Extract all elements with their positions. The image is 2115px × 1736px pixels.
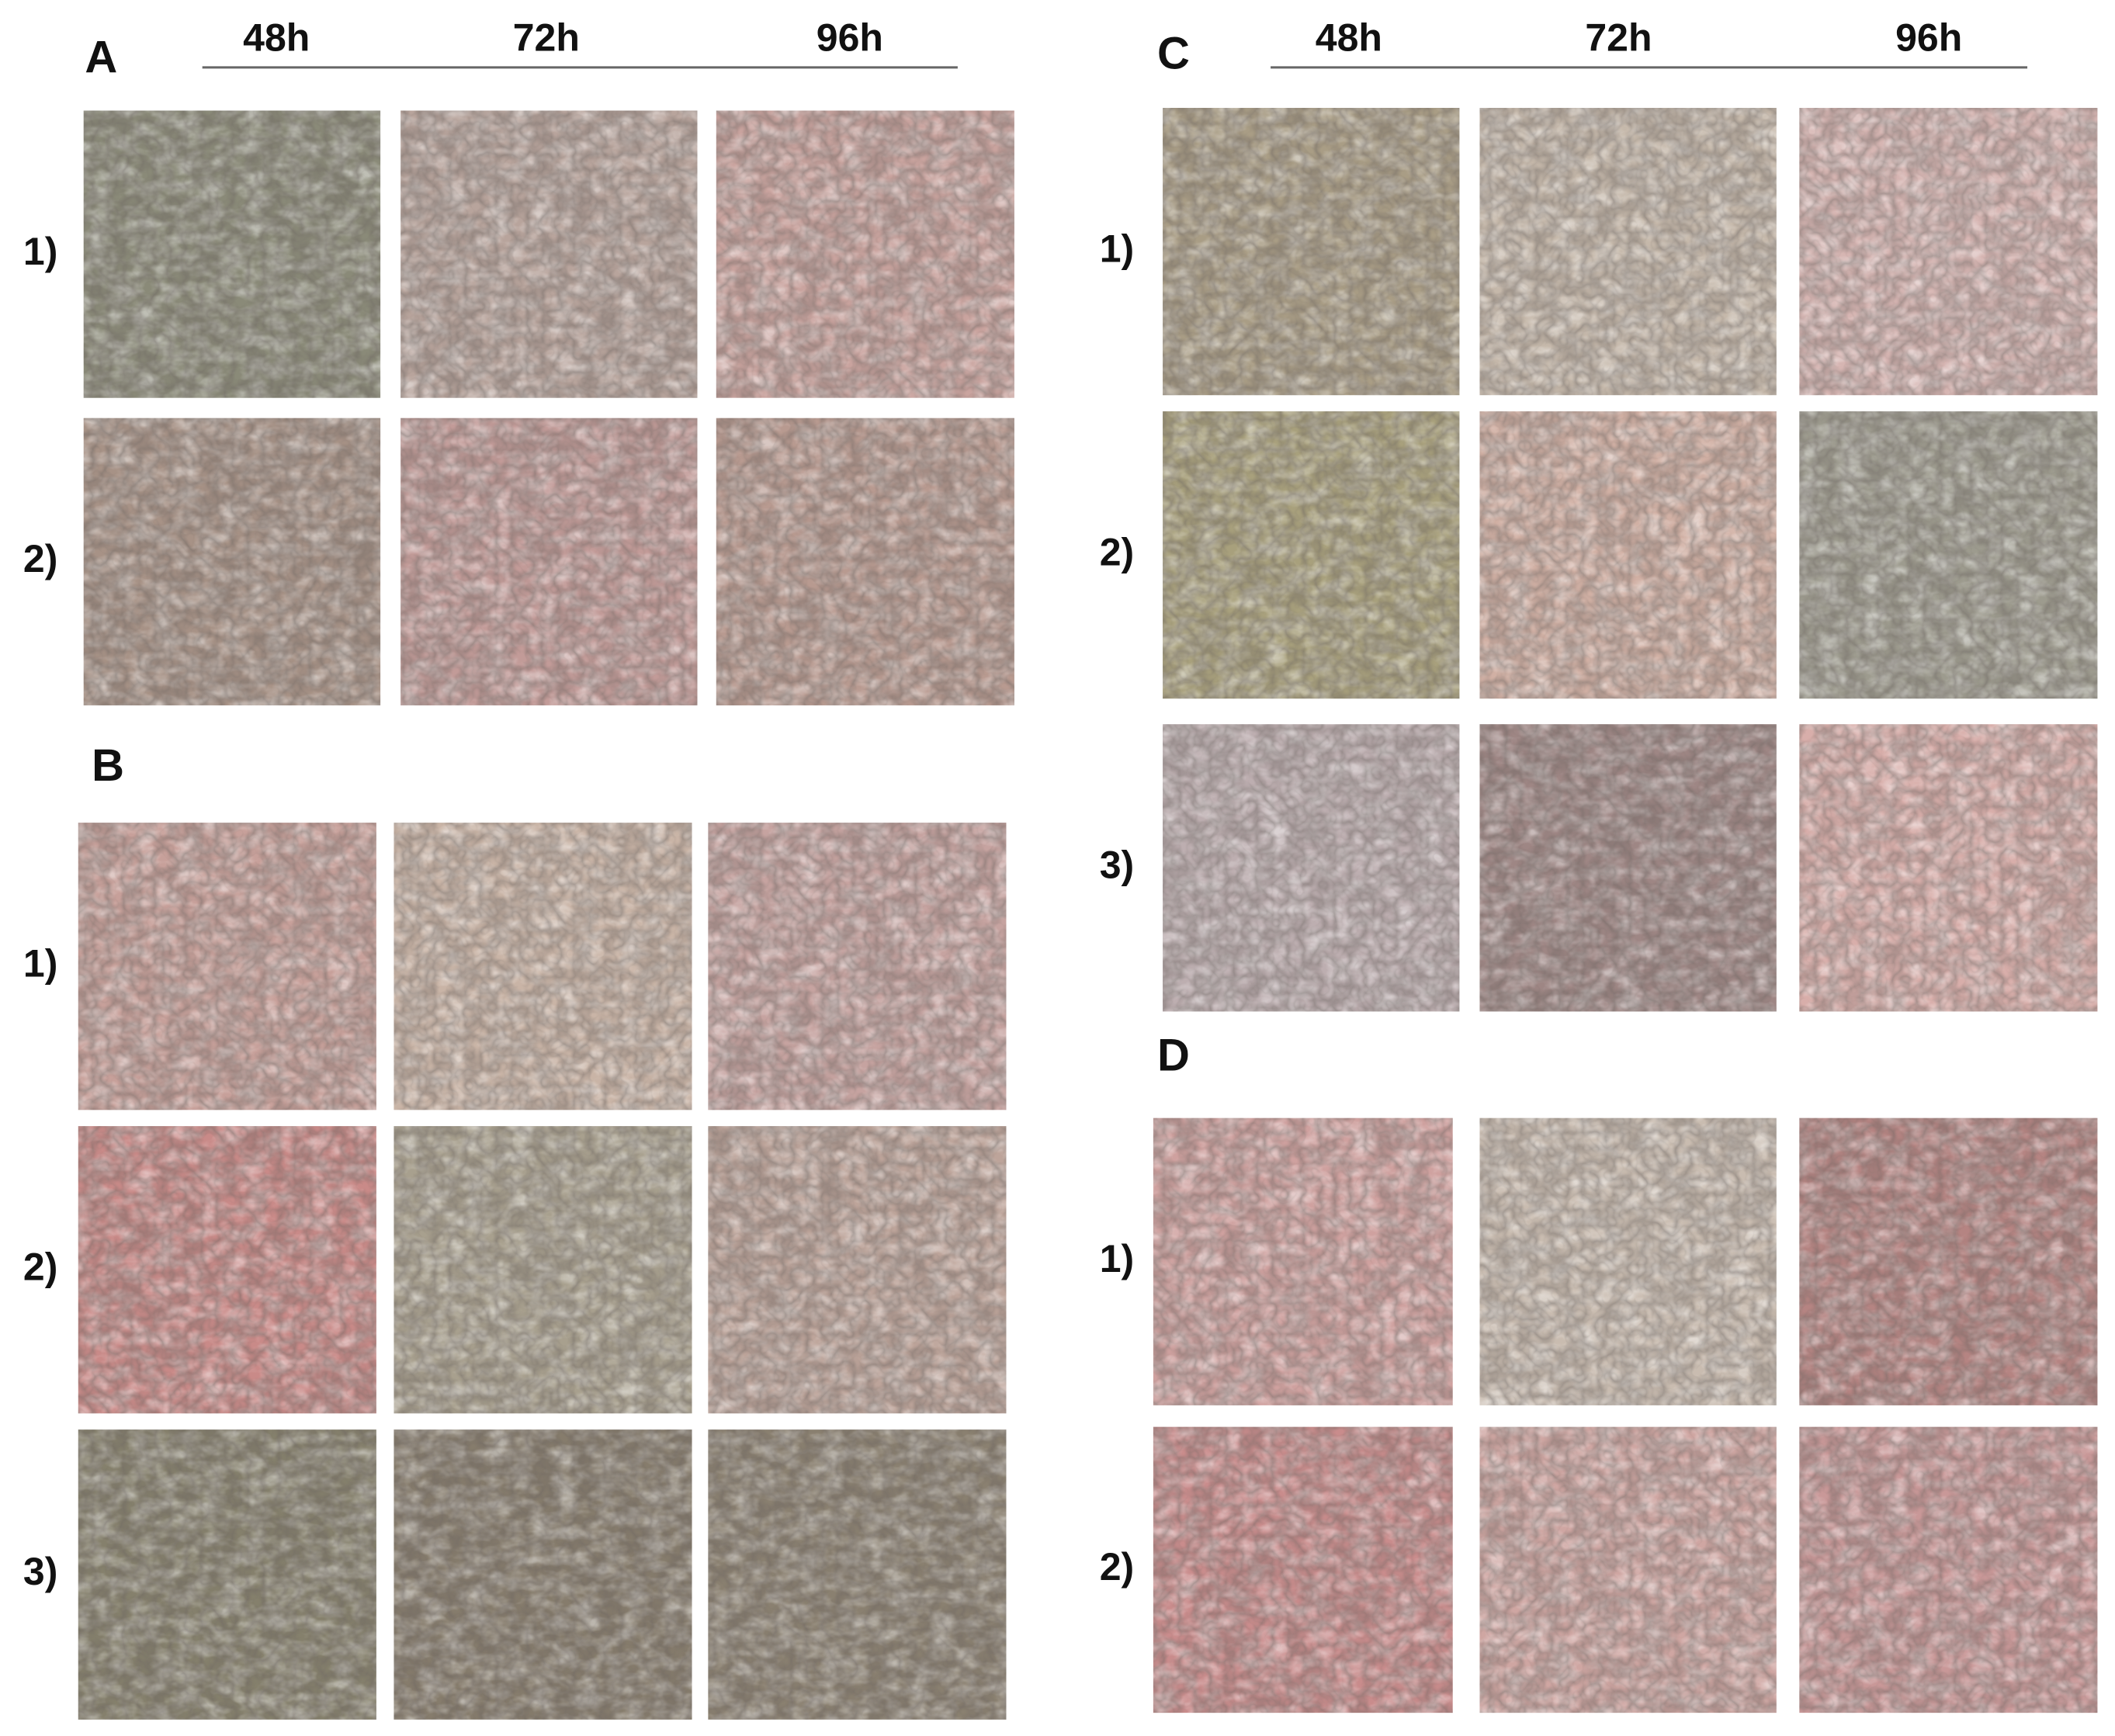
micrograph-texture bbox=[708, 823, 1007, 1111]
micrograph-texture bbox=[394, 1126, 692, 1414]
micrograph-texture bbox=[400, 110, 698, 398]
micrograph-texture bbox=[394, 823, 692, 1111]
micrograph-texture bbox=[1479, 1426, 1777, 1713]
time-header: 48h bbox=[1316, 16, 1382, 59]
panel-label: C bbox=[1157, 28, 1190, 78]
row-label: 1) bbox=[1100, 1237, 1134, 1280]
micrograph-texture bbox=[1163, 724, 1460, 1012]
micrograph-texture bbox=[394, 1429, 692, 1720]
row-label: 1) bbox=[1100, 227, 1134, 270]
row-label: 1) bbox=[23, 230, 57, 273]
time-header: 72h bbox=[513, 16, 580, 59]
time-header: 48h bbox=[243, 16, 310, 59]
micrograph-texture bbox=[1163, 108, 1460, 396]
time-header: 72h bbox=[1585, 16, 1652, 59]
row-label: 3) bbox=[1100, 844, 1134, 887]
micrograph-texture bbox=[400, 418, 698, 705]
time-header: 96h bbox=[817, 16, 883, 59]
micrograph-texture bbox=[1153, 1426, 1453, 1713]
micrograph-texture bbox=[78, 1429, 376, 1720]
micrograph-texture bbox=[716, 418, 1014, 705]
row-label: 3) bbox=[23, 1550, 57, 1593]
micrograph-texture bbox=[83, 110, 381, 398]
row-label: 2) bbox=[23, 537, 57, 580]
micrograph-texture bbox=[1479, 108, 1777, 396]
micrograph-texture bbox=[716, 110, 1014, 398]
micrograph-texture bbox=[78, 823, 376, 1111]
panel-label: A bbox=[85, 33, 117, 83]
micrograph-texture bbox=[78, 1126, 376, 1414]
micrograph-texture bbox=[1799, 1117, 2098, 1405]
micrograph-texture bbox=[708, 1429, 1007, 1720]
micrograph-texture bbox=[1479, 411, 1777, 699]
row-label: 2) bbox=[1100, 530, 1134, 573]
micrograph-texture bbox=[1479, 724, 1777, 1012]
micrograph-texture bbox=[1479, 1117, 1777, 1405]
micrograph-texture bbox=[1153, 1117, 1453, 1405]
micrograph-texture bbox=[1799, 411, 2098, 699]
row-label: 1) bbox=[23, 941, 57, 985]
micrograph-texture bbox=[83, 418, 381, 705]
time-header: 96h bbox=[1895, 16, 1962, 59]
row-label: 2) bbox=[23, 1245, 57, 1288]
micrograph-texture bbox=[1163, 411, 1460, 699]
micrograph-texture bbox=[1799, 724, 2098, 1012]
panel-label: D bbox=[1157, 1031, 1190, 1081]
micrograph-texture bbox=[1799, 108, 2098, 396]
micrograph-texture bbox=[1799, 1426, 2098, 1713]
panel-label: B bbox=[92, 740, 124, 791]
micrograph-texture bbox=[708, 1126, 1007, 1414]
row-label: 2) bbox=[1100, 1545, 1134, 1589]
